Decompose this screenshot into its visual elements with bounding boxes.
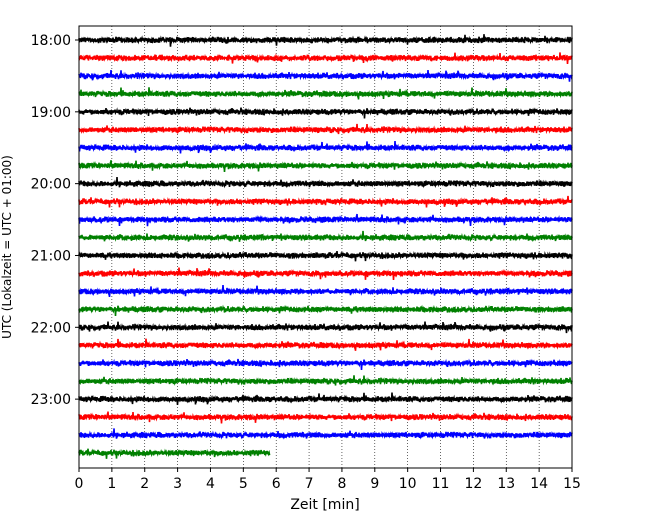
trace-2045: [78, 230, 573, 243]
x-tick-label-12: 12: [464, 476, 482, 492]
trace-2245: [78, 375, 573, 386]
x-axis-ticks: 0 1 2 3 4 5 6 7 8 9 10 11 12 13 14 15: [75, 468, 581, 492]
y-tick-label-0: 18:00: [31, 33, 71, 49]
x-tick-label-3: 3: [173, 476, 182, 492]
trace-1945: [78, 160, 573, 173]
y-tick-label-2: 20:00: [31, 177, 71, 193]
x-tick-label-4: 4: [206, 476, 215, 492]
trace-2300: [78, 392, 573, 405]
x-tick-label-10: 10: [399, 476, 417, 492]
x-tick-label-11: 11: [432, 476, 450, 492]
trace-1830: [78, 70, 573, 82]
trace-2230: [78, 358, 573, 370]
trace-2345: [78, 448, 271, 459]
trace-1900: [78, 107, 573, 119]
trace-1845: [78, 87, 573, 100]
trace-1930: [78, 141, 573, 154]
trace-1815: [78, 52, 573, 64]
trace-2145: [78, 304, 573, 317]
y-tick-label-1: 19:00: [31, 105, 71, 121]
seismic-traces: [78, 34, 573, 459]
trace-2030: [78, 213, 573, 227]
x-tick-label-14: 14: [530, 476, 548, 492]
x-axis-label: Zeit [min]: [290, 497, 359, 513]
x-tick-label-6: 6: [272, 476, 281, 492]
x-tick-label-0: 0: [75, 476, 84, 492]
x-tick-label-8: 8: [337, 476, 346, 492]
trace-2115: [78, 267, 573, 281]
plot-frame: [78, 25, 573, 469]
trace-2130: [78, 285, 573, 297]
x-tick-label-15: 15: [563, 476, 581, 492]
trace-2000: [78, 176, 573, 189]
x-tick-label-7: 7: [305, 476, 314, 492]
trace-2315: [78, 411, 573, 424]
x-tick-label-1: 1: [107, 476, 116, 492]
trace-1915: [78, 123, 573, 135]
trace-1800: [78, 34, 573, 47]
x-tick-label-13: 13: [497, 476, 515, 492]
trace-2200: [78, 321, 573, 334]
y-tick-label-5: 23:00: [31, 392, 71, 408]
trace-2215: [78, 338, 573, 351]
y-axis-ticks: 18:00 19:00 20:00 21:00 22:00 23:00: [31, 33, 79, 408]
x-tick-label-2: 2: [140, 476, 149, 492]
y-tick-label-4: 22:00: [31, 320, 71, 336]
y-axis-label: UTC (Lokalzeit = UTC + 01:00): [0, 155, 14, 339]
trace-2330: [78, 428, 573, 440]
trace-2015: [78, 195, 573, 208]
trace-2100: [78, 250, 573, 262]
x-tick-label-5: 5: [239, 476, 248, 492]
y-tick-label-3: 21:00: [31, 248, 71, 264]
x-tick-label-9: 9: [370, 476, 379, 492]
